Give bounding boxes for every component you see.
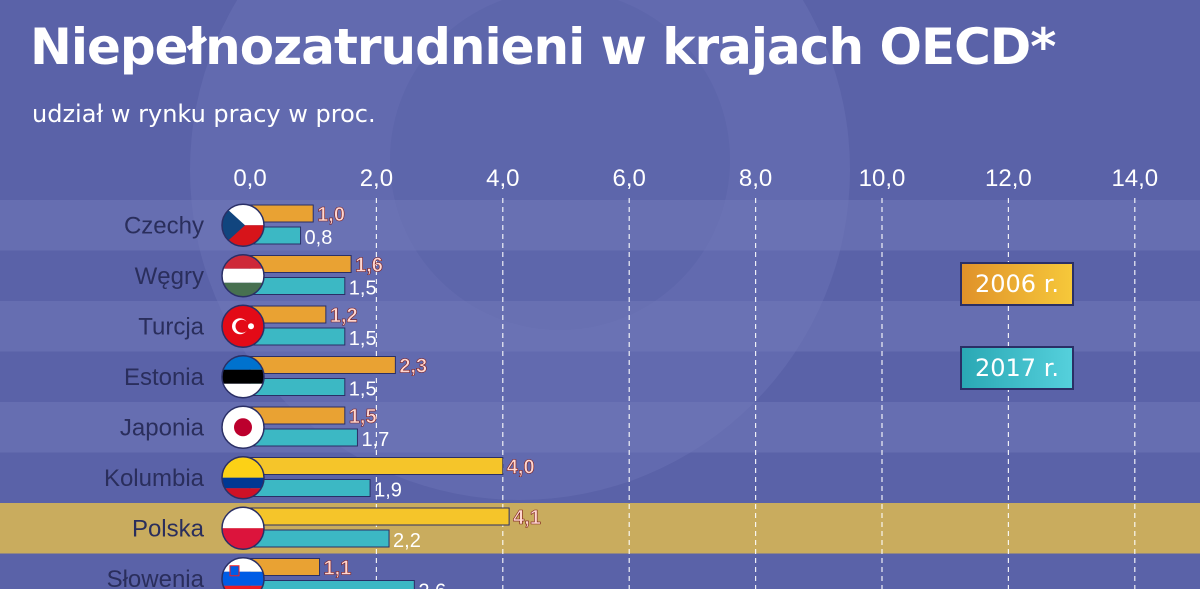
flag-border [221, 456, 265, 500]
row-band [0, 402, 1200, 453]
bar-2006 [249, 507, 510, 526]
bar-2017 [249, 529, 390, 548]
category-label: Turcja [138, 313, 204, 340]
value-label-2017: 1,5 [349, 328, 377, 350]
value-label-2006: 1,5 [349, 406, 377, 428]
chart-row: Kolumbia 4,0 1,9 [104, 456, 535, 502]
category-label: Czechy [124, 212, 204, 239]
row-bands [0, 200, 1200, 554]
legend-2006: 2006 r. [960, 262, 1074, 306]
value-label-2006: 1,0 [317, 204, 345, 226]
category-label: Słowenia [107, 566, 205, 589]
row-band [0, 301, 1200, 352]
category-label: Polska [132, 515, 205, 542]
value-label-2017: 2,6 [418, 581, 446, 589]
chart-title: Niepełnozatrudnieni w krajach OECD* [30, 18, 1056, 76]
x-tick-label: 8,0 [739, 165, 772, 192]
row-band [0, 200, 1200, 251]
flag-border [221, 557, 265, 589]
category-label: Japonia [120, 414, 205, 441]
legend-2017: 2017 r. [960, 346, 1074, 390]
japan-flag-icon [222, 406, 264, 449]
colombia-flag-icon [222, 456, 264, 499]
x-tick-label: 14,0 [1111, 165, 1158, 192]
chart-row: Słowenia 1,1 2,6 [107, 557, 446, 589]
chart-row: Polska 4,1 2,2 [132, 506, 541, 552]
value-label-2006: 1,6 [355, 255, 383, 277]
flag-border [221, 405, 265, 449]
bar-2017 [249, 580, 415, 589]
x-tick-label: 10,0 [859, 165, 906, 192]
row-band [0, 503, 1200, 554]
value-label-2017: 1,9 [374, 480, 402, 502]
chart-row: Węgry 1,61,5 [135, 254, 383, 300]
value-label-2006: 4,1 [513, 507, 541, 529]
chart-subtitle: udział w rynku pracy w proc. [32, 100, 376, 128]
value-label-2017: 1,5 [349, 278, 377, 300]
value-label-2017: 1,5 [349, 379, 377, 401]
flag-border [221, 355, 265, 399]
category-label: Węgry [135, 263, 204, 290]
chart-row: Czechy 1,00,8 [124, 203, 345, 249]
bar-2017 [249, 428, 358, 447]
value-label-2006: 2,3 [399, 356, 427, 378]
x-axis-ticks: 0,0 2,0 4,0 6,0 8,0 10,0 12,0 14,0 [233, 165, 1158, 192]
x-tick-label: 2,0 [360, 165, 393, 192]
category-label: Estonia [124, 364, 205, 391]
bar-2006 [249, 406, 346, 425]
value-label-2017: 2,2 [393, 530, 421, 552]
x-tick-label: 4,0 [486, 165, 519, 192]
poland-flag-icon [222, 507, 264, 550]
bar-2006 [249, 356, 396, 374]
bar-2006 [249, 457, 504, 475]
flag-border [221, 304, 265, 348]
chart-row: Japonia 1,51,7 [120, 405, 389, 451]
chart-row: Estonia 2,3 1,5 [124, 355, 427, 401]
x-tick-label: 6,0 [613, 165, 646, 192]
value-label-2006: 1,1 [324, 558, 352, 580]
flag-border [221, 203, 265, 247]
category-label: Kolumbia [104, 465, 205, 492]
value-label-2006: 4,0 [507, 457, 535, 479]
flag-border [221, 506, 265, 550]
czech-flag-icon [222, 204, 264, 247]
bar-2017 [249, 479, 371, 497]
turkey-flag-icon [222, 305, 264, 348]
bar-2006 [249, 255, 352, 273]
x-tick-label: 0,0 [233, 165, 266, 192]
value-label-2017: 0,8 [305, 227, 333, 249]
flag-border [221, 254, 265, 298]
x-tick-label: 12,0 [985, 165, 1032, 192]
value-label-2006: 1,2 [330, 305, 358, 327]
value-label-2017: 1,7 [361, 429, 389, 451]
chart-row: Turcja 1,21,5 [138, 304, 377, 350]
